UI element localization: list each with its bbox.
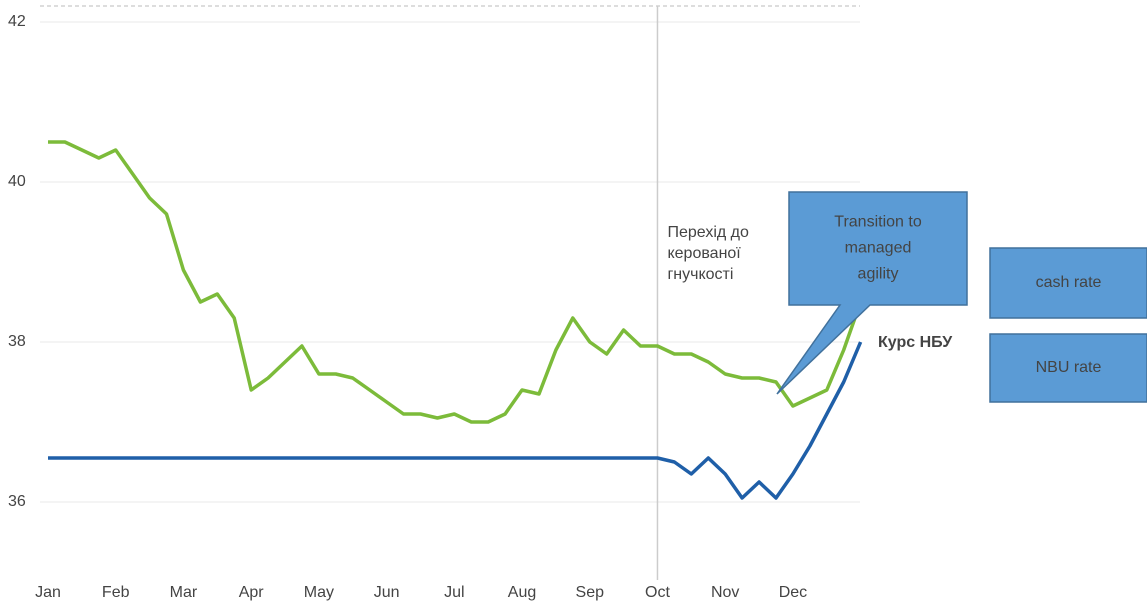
line-series bbox=[48, 341, 863, 500]
series-label: Курс НБУ bbox=[878, 334, 953, 351]
callout-text: Transition to bbox=[834, 214, 922, 231]
callout-text: agility bbox=[858, 266, 899, 283]
y-tick-label: 42 bbox=[8, 13, 26, 30]
y-tick-label: 40 bbox=[8, 173, 26, 190]
x-tick-label: Oct bbox=[645, 584, 670, 601]
callout-box bbox=[989, 333, 1147, 403]
callout-box bbox=[776, 191, 968, 395]
x-tick-label: Sep bbox=[576, 584, 605, 601]
callout-box bbox=[989, 247, 1147, 319]
x-tick-label: Jul bbox=[444, 584, 464, 601]
x-tick-label: Feb bbox=[102, 584, 130, 601]
y-tick-label: 36 bbox=[8, 493, 26, 510]
x-tick-label: Aug bbox=[508, 584, 536, 601]
event-label: гнучкості bbox=[667, 266, 733, 283]
line-series bbox=[48, 140, 863, 424]
y-tick-label: 38 bbox=[8, 333, 26, 350]
x-tick-label: Nov bbox=[711, 584, 739, 601]
callout-text: cash rate bbox=[1036, 274, 1102, 291]
x-tick-label: Mar bbox=[170, 584, 198, 601]
x-tick-label: Apr bbox=[239, 584, 265, 601]
x-tick-label: Jun bbox=[374, 584, 400, 601]
event-label: керованої bbox=[667, 245, 741, 262]
x-tick-label: Jan bbox=[35, 584, 61, 601]
callout-text: NBU rate bbox=[1036, 359, 1102, 376]
callout-text: managed bbox=[845, 240, 912, 257]
x-tick-label: Dec bbox=[779, 584, 807, 601]
x-tick-label: May bbox=[304, 584, 334, 601]
event-label: Перехід до bbox=[667, 224, 749, 241]
